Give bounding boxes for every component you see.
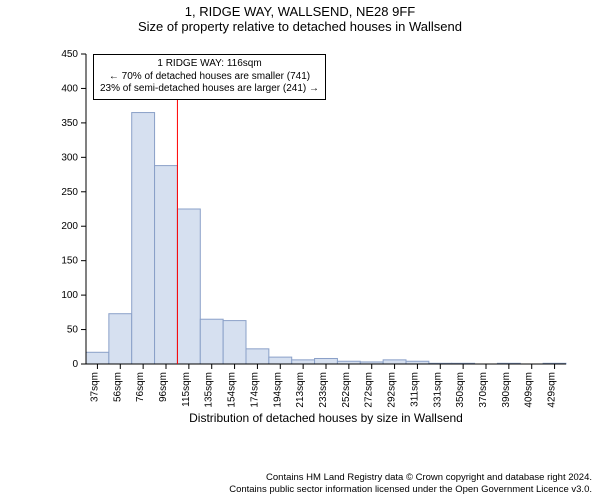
footer-attribution: Contains HM Land Registry data © Crown c… [229, 472, 592, 496]
histogram-bar [109, 314, 132, 364]
annotation-box: 1 RIDGE WAY: 116sqm ← 70% of detached ho… [93, 54, 326, 100]
x-tick-label: 292sqm [387, 372, 398, 408]
x-tick-label: 272sqm [364, 372, 375, 408]
x-tick-label: 115sqm [181, 372, 192, 407]
y-tick-label: 150 [61, 256, 78, 267]
histogram-bar [177, 209, 200, 364]
page-title-line1: 1, RIDGE WAY, WALLSEND, NE28 9FF [0, 4, 600, 19]
x-tick-label: 213sqm [295, 372, 306, 408]
x-tick-label: 194sqm [272, 372, 283, 408]
x-tick-label: 252sqm [341, 372, 352, 408]
histogram-bar [223, 321, 246, 364]
x-tick-label: 154sqm [227, 372, 238, 408]
x-tick-label: 350sqm [455, 372, 466, 408]
y-tick-label: 100 [61, 290, 78, 301]
histogram-bar [246, 349, 269, 364]
y-tick-label: 0 [72, 359, 78, 370]
annotation-line1: 1 RIDGE WAY: 116sqm [100, 58, 319, 71]
histogram-bar [383, 360, 406, 364]
x-axis-label: Distribution of detached houses by size … [189, 411, 463, 424]
histogram-bar [132, 113, 155, 364]
y-tick-label: 400 [61, 83, 78, 94]
y-tick-label: 450 [61, 49, 78, 60]
histogram-bar [315, 358, 338, 364]
histogram-bar [200, 319, 223, 364]
footer-line2: Contains public sector information licen… [229, 484, 592, 496]
y-tick-label: 300 [61, 152, 78, 163]
x-tick-label: 429sqm [547, 372, 558, 408]
histogram-bar [86, 352, 109, 364]
y-tick-label: 250 [61, 187, 78, 198]
x-tick-label: 370sqm [478, 372, 489, 408]
x-tick-label: 311sqm [409, 372, 420, 407]
x-tick-label: 233sqm [318, 372, 329, 408]
x-tick-label: 331sqm [432, 372, 443, 408]
page-title-line2: Size of property relative to detached ho… [0, 19, 600, 34]
x-tick-label: 76sqm [135, 372, 146, 402]
x-tick-label: 96sqm [158, 372, 169, 402]
y-tick-label: 200 [61, 221, 78, 232]
annotation-line2: ← 70% of detached houses are smaller (74… [100, 71, 319, 84]
x-tick-label: 409sqm [524, 372, 535, 408]
x-tick-label: 135sqm [204, 372, 215, 408]
annotation-line3: 23% of semi-detached houses are larger (… [100, 83, 319, 96]
y-tick-label: 50 [67, 325, 79, 336]
histogram-bar [155, 166, 178, 364]
histogram-bar [269, 357, 292, 364]
footer-line1: Contains HM Land Registry data © Crown c… [229, 472, 592, 484]
x-tick-label: 390sqm [501, 372, 512, 408]
y-tick-label: 350 [61, 118, 78, 129]
x-tick-label: 37sqm [89, 372, 100, 402]
x-tick-label: 56sqm [112, 372, 123, 402]
x-tick-label: 174sqm [249, 372, 260, 408]
histogram-bar [292, 360, 315, 364]
histogram-chart: 0 50 100 150 200 250 300 350 400 450 37sqm 56sqm 76s… [56, 44, 576, 424]
